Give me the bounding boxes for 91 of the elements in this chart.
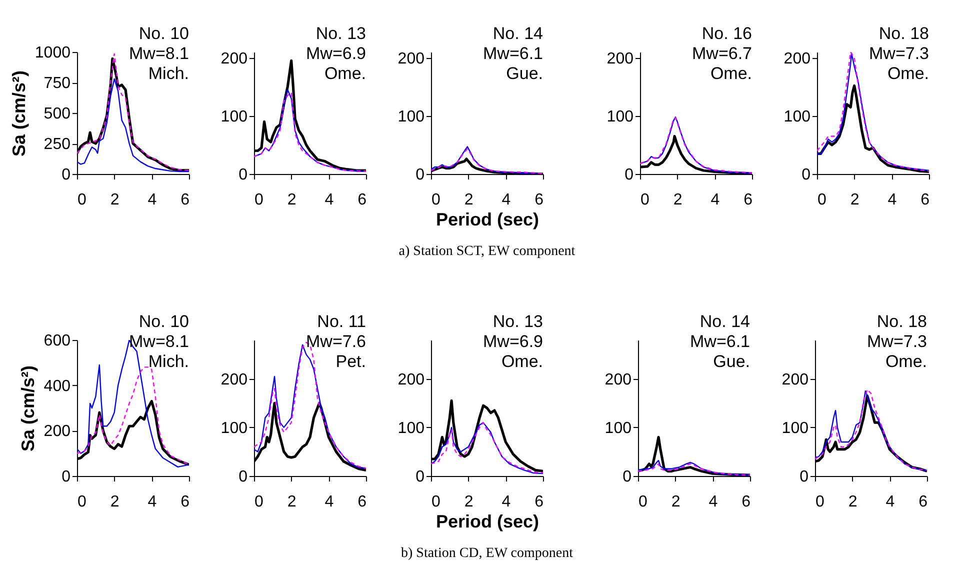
y-tick-label: 750 [44,75,71,92]
x-tick-label: 0 [432,192,440,208]
x-tick-label: 0 [638,494,648,510]
y-tick-label: 100 [220,108,248,126]
x-tick-label: 2 [673,192,682,208]
y-tick-label: 600 [44,332,71,350]
x-tick-label: 2 [850,192,860,208]
y-tick-label: 0 [238,468,248,486]
y-axis-title: Sa (cm/s²) [8,70,29,157]
x-tick-label: 0 [254,192,264,208]
x-tick-label: 4 [148,192,157,208]
x-tick-label: 6 [180,494,190,510]
chart-title: No. 10 Mw=8.1 Mich. [129,312,189,371]
y-tick-label: 100 [782,420,809,437]
line-series [77,366,189,466]
x-tick-label: 0 [640,192,650,208]
x-tick-label: 4 [708,494,718,510]
y-tick-label: 200 [220,50,248,68]
y-tick-label: 250 [44,136,71,153]
x-tick-label: 2 [464,494,474,510]
x-tick-label: 2 [464,192,474,208]
x-tick-label: 4 [710,192,720,208]
line-series [77,78,189,172]
x-tick-label: 4 [502,494,511,510]
x-tick-label: 6 [180,192,190,208]
y-tick-label: 1000 [34,44,71,62]
x-axis-title: Period (sec) [436,210,540,230]
y-tick-label: 200 [782,371,809,388]
x-tick-label: 6 [358,192,367,208]
x-tick-label: 4 [886,494,895,510]
x-tick-label: 6 [744,192,753,208]
chart-title: No. 13 Mw=6.9 Ome. [306,24,366,83]
x-tick-label: 4 [324,192,334,208]
chart-title: No. 16 Mw=6.7 Ome. [692,24,752,83]
x-tick-label: 0 [78,192,86,208]
x-tick-label: 2 [287,192,296,208]
y-tick-label: 0 [62,468,71,486]
x-axis-title: Period (sec) [436,512,540,532]
y-tick-label: 0 [416,166,425,184]
x-tick-label: 6 [534,494,544,510]
y-tick-label: 100 [398,108,425,126]
x-tick-label: 2 [848,494,858,510]
y-tick-label: 0 [624,166,634,184]
y-tick-label: 0 [622,468,632,486]
x-tick-label: 0 [254,494,264,510]
chart-title: No. 13 Mw=6.9 Ome. [483,312,543,371]
x-tick-label: 6 [918,494,928,510]
y-tick-label: 200 [604,371,632,388]
chart-title: No. 14 Mw=6.1 Gue. [690,312,750,371]
y-tick-label: 0 [416,468,425,486]
x-tick-label: 6 [534,192,544,208]
y-tick-label: 100 [398,420,425,437]
x-tick-label: 2 [110,494,120,510]
y-tick-label: 200 [784,50,811,68]
x-tick-label: 0 [816,494,824,510]
text: b) Station CD, EW component [401,546,574,561]
chart-title: No. 18 Mw=7.3 Ome. [867,312,927,371]
x-tick-label: 4 [148,494,157,510]
y-tick-label: 200 [398,371,425,388]
y-axis-title: Sa (cm/s²) [18,365,38,452]
x-tick-label: 2 [287,494,296,510]
y-tick-label: 100 [784,108,811,126]
y-tick-label: 0 [800,468,809,486]
x-tick-label: 2 [671,494,680,510]
y-tick-label: 0 [238,166,248,184]
x-tick-label: 0 [78,494,86,510]
y-tick-label: 100 [220,420,248,437]
x-tick-label: 4 [324,494,334,510]
y-tick-label: 200 [220,371,248,388]
y-tick-label: 200 [398,50,425,68]
x-tick-label: 6 [742,494,751,510]
x-tick-label: 0 [818,192,826,208]
x-tick-label: 6 [920,192,930,208]
x-tick-label: 4 [888,192,897,208]
y-tick-label: 0 [62,166,71,184]
x-tick-label: 4 [502,192,511,208]
y-tick-label: 100 [604,420,632,437]
y-tick-label: 500 [44,106,71,122]
chart-title: No. 14 Mw=6.1 Gue. [483,24,543,83]
text: a) Station SCT, EW component [398,244,576,259]
y-tick-label: 100 [606,108,634,126]
y-tick-label: 0 [802,166,811,184]
x-tick-label: 2 [110,192,120,208]
x-tick-label: 6 [358,494,367,510]
chart-title: No. 11 Mw=7.6 Pet. [306,312,366,371]
y-tick-label: 200 [606,50,634,68]
chart-title: No. 18 Mw=7.3 Ome. [869,24,929,83]
y-tick-label: 200 [44,423,71,440]
chart-title: No. 10 Mw=8.1 Mich. [129,24,189,83]
y-tick-label: 400 [44,378,71,395]
x-tick-label: 0 [432,494,440,510]
